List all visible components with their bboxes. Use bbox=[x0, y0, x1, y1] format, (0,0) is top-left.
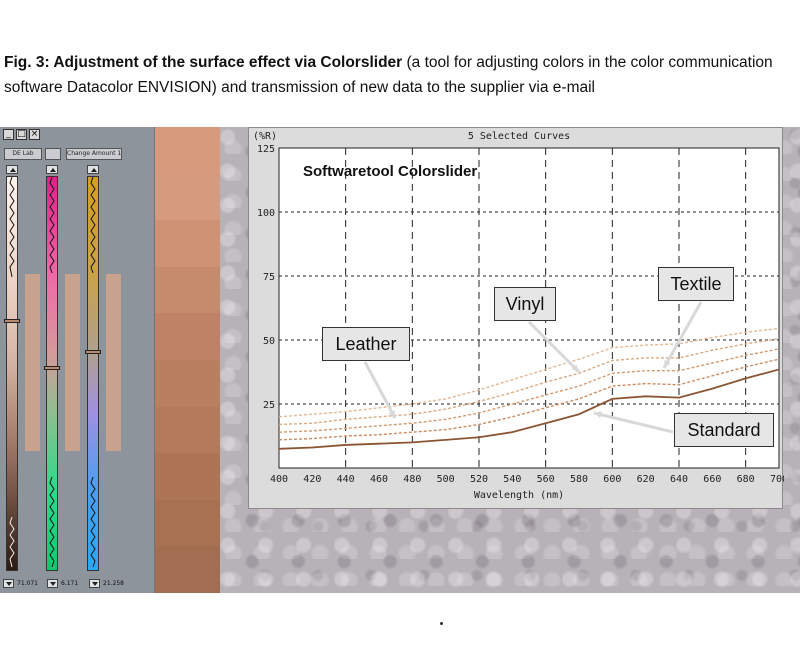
slider2-wave-pattern bbox=[49, 177, 55, 567]
x-tick-label: 560 bbox=[537, 474, 555, 485]
x-tick-label: 640 bbox=[670, 474, 688, 485]
slider1-value[interactable]: 71.071 bbox=[3, 578, 38, 589]
colorslider-panel: _ □ × DE Lab Change Amount 1:1 71.071 6.… bbox=[0, 127, 155, 593]
callout-arrowhead bbox=[664, 360, 671, 368]
y-tick-label: 100 bbox=[257, 208, 275, 219]
slider3-value-text: 21.258 bbox=[103, 580, 124, 587]
x-tick-label: 540 bbox=[503, 474, 521, 485]
callout-arrowhead bbox=[594, 411, 602, 419]
y-tick-label: 25 bbox=[263, 400, 275, 411]
color-swatch bbox=[155, 499, 220, 547]
x-tick-label: 460 bbox=[370, 474, 388, 485]
slider1-label: DE Lab bbox=[4, 148, 42, 160]
callout-arrowhead bbox=[388, 410, 395, 418]
slider1-knob[interactable] bbox=[4, 319, 20, 323]
red-green-slider[interactable] bbox=[46, 176, 58, 571]
sample-curve bbox=[278, 348, 780, 433]
callout-arrow bbox=[593, 411, 674, 434]
x-tick-label: 400 bbox=[270, 474, 288, 485]
y-tick-label: 75 bbox=[263, 272, 275, 283]
maximize-button[interactable]: □ bbox=[16, 129, 27, 140]
slider2-label bbox=[45, 148, 61, 160]
color-swatch-column bbox=[155, 127, 220, 593]
minimize-button[interactable]: _ bbox=[3, 129, 14, 140]
x-tick-label: 500 bbox=[437, 474, 455, 485]
x-tick-label: 580 bbox=[570, 474, 588, 485]
slider1-wave-pattern-low bbox=[9, 517, 15, 567]
color-swatch bbox=[155, 359, 220, 407]
x-tick-label: 700 bbox=[770, 474, 784, 485]
callout-arrow bbox=[527, 320, 581, 374]
x-tick-label: 480 bbox=[403, 474, 421, 485]
yellow-blue-slider[interactable] bbox=[87, 176, 99, 571]
slider1-down-arrow-icon[interactable] bbox=[3, 579, 14, 588]
x-tick-label: 680 bbox=[737, 474, 755, 485]
chart-title: Softwaretool Colorslider bbox=[303, 163, 477, 180]
slider1-up-arrow[interactable] bbox=[6, 165, 18, 174]
slider3-knob[interactable] bbox=[85, 350, 101, 354]
x-tick-label: 420 bbox=[303, 474, 321, 485]
slider3-value[interactable]: 21.258 bbox=[89, 578, 124, 589]
color-swatch bbox=[155, 127, 220, 174]
slider2-up-arrow[interactable] bbox=[46, 165, 58, 174]
axis-ticks: 400 420 440 460 480 500 520 540 560 580 600 620 640 6… bbox=[257, 144, 784, 485]
callout-arrow bbox=[662, 301, 703, 369]
color-swatch bbox=[155, 406, 220, 454]
color-swatch bbox=[155, 266, 220, 314]
sample-curve bbox=[278, 327, 780, 418]
callout-arrow bbox=[363, 361, 397, 419]
callout-arrows bbox=[363, 301, 703, 434]
standard-curve bbox=[278, 368, 780, 450]
slider3-down-arrow-icon[interactable] bbox=[89, 579, 100, 588]
slider1-value-text: 71.071 bbox=[17, 580, 38, 587]
sample-curve bbox=[278, 338, 780, 426]
callout-leather: Leather bbox=[322, 327, 410, 361]
y-tick-label: 125 bbox=[257, 144, 275, 155]
callout-textile: Textile bbox=[658, 267, 734, 301]
slider1-range-bar bbox=[25, 274, 40, 451]
slider3-label: Change Amount 1:1 bbox=[66, 148, 122, 160]
slider2-value[interactable]: 6.171 bbox=[47, 578, 78, 589]
slider2-range-bar bbox=[65, 274, 80, 451]
x-tick-label: 520 bbox=[470, 474, 488, 485]
x-tick-label: 600 bbox=[603, 474, 621, 485]
slider2-knob[interactable] bbox=[44, 366, 60, 370]
slider1-wave-pattern bbox=[9, 177, 15, 277]
chart-window-title: 5 Selected Curves bbox=[468, 131, 570, 142]
slider2-value-text: 6.171 bbox=[61, 580, 79, 587]
callout-vinyl: Vinyl bbox=[494, 287, 556, 321]
caption-title: Fig. 3: Adjustment of the surface effect… bbox=[4, 54, 403, 71]
x-tick-label: 440 bbox=[337, 474, 355, 485]
x-tick-label: 660 bbox=[703, 474, 721, 485]
lightness-slider[interactable] bbox=[6, 176, 18, 571]
slider3-up-arrow[interactable] bbox=[87, 165, 99, 174]
stray-dot bbox=[440, 622, 443, 625]
figure-caption: Fig. 3: Adjustment of the surface effect… bbox=[4, 50, 800, 100]
slider2-down-arrow-icon[interactable] bbox=[47, 579, 58, 588]
curve-group bbox=[278, 327, 780, 450]
sample-curve bbox=[278, 358, 780, 441]
y-unit-label: (%R) bbox=[253, 131, 277, 142]
caption-text: (a tool for adjusting colors in the colo… bbox=[4, 54, 773, 96]
color-swatch bbox=[155, 453, 220, 500]
color-swatch bbox=[155, 546, 220, 593]
close-button[interactable]: × bbox=[29, 129, 40, 140]
color-swatch bbox=[155, 313, 220, 360]
x-axis-label: Wavelength (nm) bbox=[474, 490, 564, 501]
y-tick-label: 50 bbox=[263, 336, 275, 347]
callout-arrowhead bbox=[571, 364, 579, 372]
slider3-wave-pattern bbox=[90, 177, 96, 567]
slider3-range-bar bbox=[106, 274, 121, 451]
callout-standard: Standard bbox=[674, 413, 774, 447]
x-tick-label: 620 bbox=[637, 474, 655, 485]
color-swatch bbox=[155, 173, 220, 221]
color-swatch bbox=[155, 220, 220, 267]
